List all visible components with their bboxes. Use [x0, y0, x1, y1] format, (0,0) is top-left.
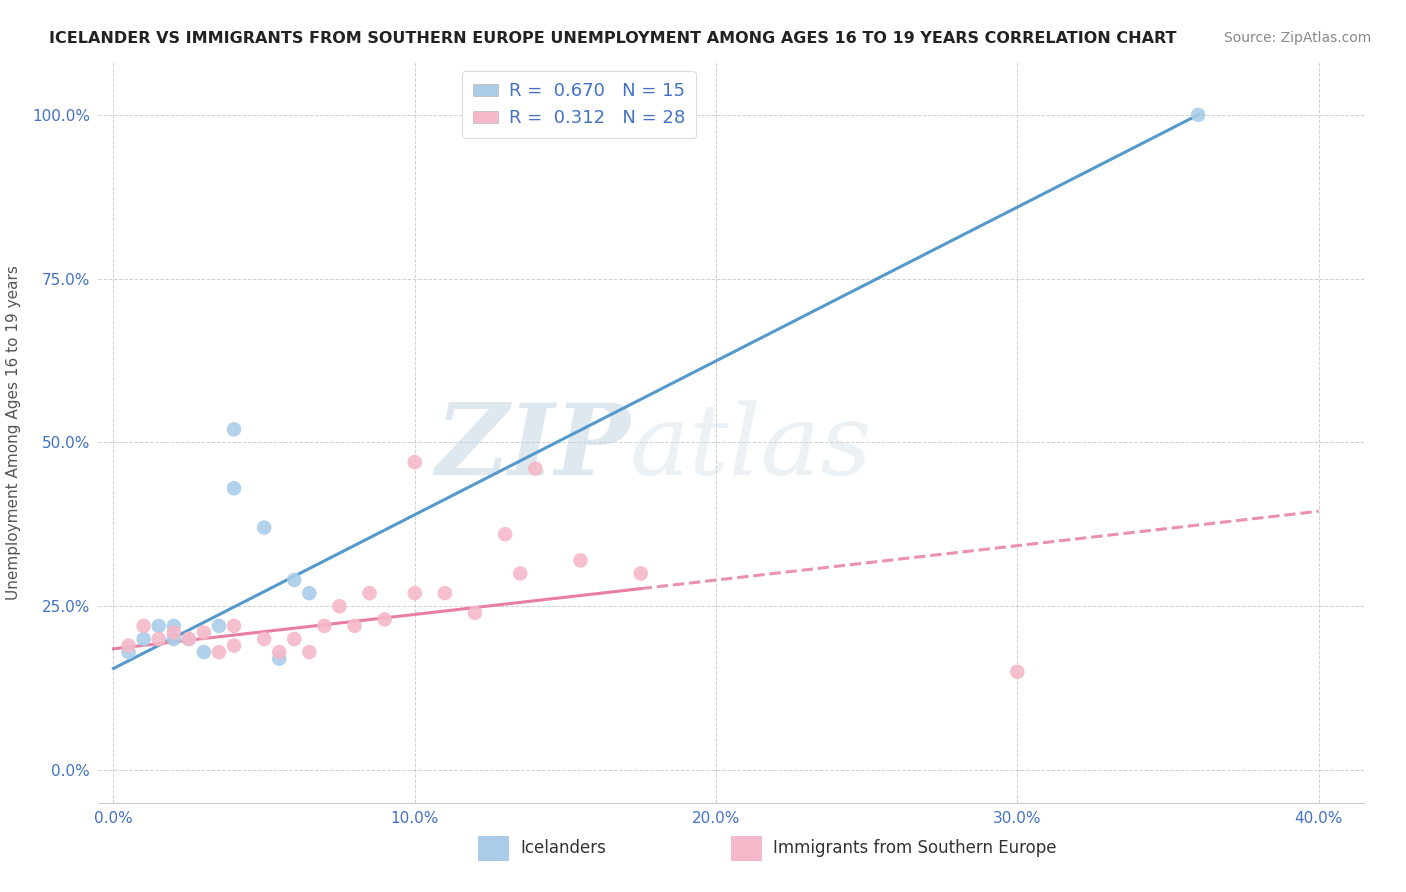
Point	[359, 586, 381, 600]
Point	[222, 639, 245, 653]
Point	[163, 632, 186, 646]
Point	[117, 639, 139, 653]
Point	[193, 645, 215, 659]
Point	[524, 461, 547, 475]
Point	[132, 632, 155, 646]
Point	[509, 566, 531, 581]
Point	[163, 625, 186, 640]
Text: ICELANDER VS IMMIGRANTS FROM SOUTHERN EUROPE UNEMPLOYMENT AMONG AGES 16 TO 19 YE: ICELANDER VS IMMIGRANTS FROM SOUTHERN EU…	[49, 31, 1177, 46]
Point	[177, 632, 200, 646]
Point	[343, 619, 366, 633]
Point	[404, 586, 426, 600]
Point	[132, 619, 155, 633]
Point	[1007, 665, 1029, 679]
Point	[464, 606, 486, 620]
Y-axis label: Unemployment Among Ages 16 to 19 years: Unemployment Among Ages 16 to 19 years	[6, 265, 21, 600]
Point	[283, 573, 305, 587]
Point	[433, 586, 456, 600]
Point	[222, 619, 245, 633]
Point	[117, 645, 139, 659]
Point	[298, 586, 321, 600]
Point	[148, 619, 170, 633]
Point	[208, 645, 231, 659]
Point	[404, 455, 426, 469]
Point	[177, 632, 200, 646]
Point	[208, 619, 231, 633]
Point	[222, 422, 245, 436]
Point	[148, 632, 170, 646]
Point	[328, 599, 350, 614]
Point	[630, 566, 652, 581]
Text: atlas: atlas	[630, 400, 873, 495]
Point	[314, 619, 336, 633]
Point	[374, 612, 396, 626]
Text: ZIP: ZIP	[434, 400, 630, 496]
Text: Icelanders: Icelanders	[520, 839, 606, 857]
Point	[193, 625, 215, 640]
Text: Source: ZipAtlas.com: Source: ZipAtlas.com	[1223, 31, 1371, 45]
Point	[269, 645, 291, 659]
Point	[269, 651, 291, 665]
Point	[298, 645, 321, 659]
Legend: R =  0.670   N = 15, R =  0.312   N = 28: R = 0.670 N = 15, R = 0.312 N = 28	[461, 71, 696, 138]
Text: Immigrants from Southern Europe: Immigrants from Southern Europe	[773, 839, 1057, 857]
Point	[569, 553, 592, 567]
Point	[222, 481, 245, 495]
Point	[253, 521, 276, 535]
Point	[253, 632, 276, 646]
Point	[1187, 108, 1209, 122]
Point	[283, 632, 305, 646]
Point	[494, 527, 516, 541]
Point	[163, 619, 186, 633]
